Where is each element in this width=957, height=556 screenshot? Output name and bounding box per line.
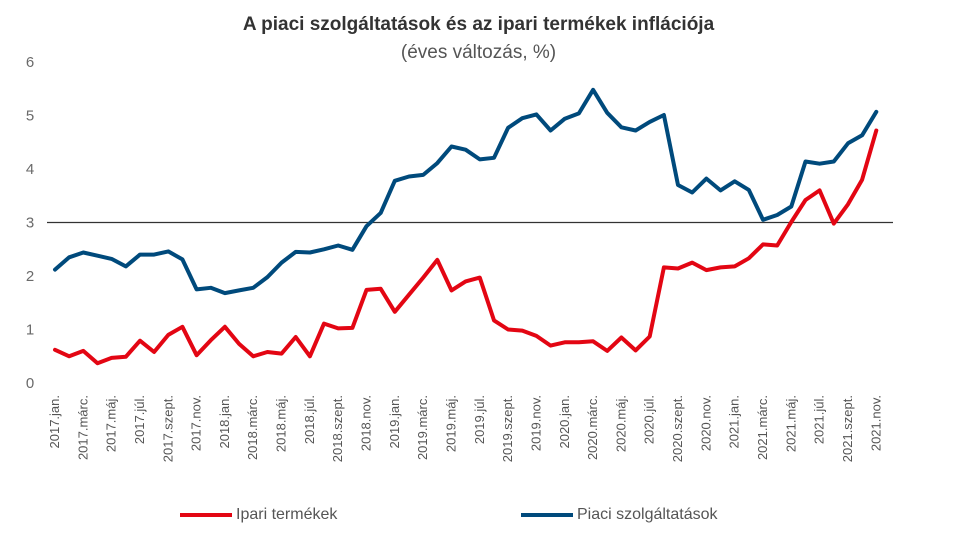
x-tick-label: 2021.máj. [783, 395, 798, 452]
legend-swatch-piaci-szolgaltatasok [521, 513, 573, 517]
legend-label-piaci-szolgaltatasok: Piaci szolgáltatások [577, 506, 718, 523]
x-tick-label: 2021.szept. [840, 395, 855, 462]
y-tick-label: 2 [26, 268, 34, 285]
y-tick-label: 4 [26, 161, 34, 178]
x-tick-label: 2019.jan. [387, 395, 402, 449]
x-tick-label: 2017.szept. [160, 395, 175, 462]
x-tick-label: 2021.nov. [868, 395, 883, 451]
x-tick-label: 2018.júl. [302, 395, 317, 444]
x-tick-label: 2017.júl. [132, 395, 147, 444]
x-tick-label: 2021.jan. [727, 395, 742, 449]
x-tick-label: 2019.máj. [443, 395, 458, 452]
legend-item-piaci-szolgaltatasok: Piaci szolgáltatások [521, 506, 718, 524]
x-tick-label: 2017.jan. [47, 395, 62, 449]
x-tick-label: 2018.nov. [359, 395, 374, 451]
x-tick-label: 2020.szept. [670, 395, 685, 462]
y-tick-label: 5 [26, 108, 34, 125]
series-line-piaci-szolgaltatasok [53, 87, 879, 296]
x-tick-label: 2018.szept. [330, 395, 345, 462]
x-tick-label: 2018.márc. [245, 395, 260, 460]
y-tick-label: 6 [26, 54, 34, 71]
x-tick-label: 2017.márc. [75, 395, 90, 460]
series-line-ipari-termekek [53, 128, 879, 366]
x-tick-label: 2020.nov. [698, 395, 713, 451]
y-tick-label: 1 [26, 322, 34, 339]
x-tick-label: 2017.nov. [189, 395, 204, 451]
x-tick-label: 2020.jan. [557, 395, 572, 449]
legend-label-ipari-termekek: Ipari termékek [236, 506, 338, 523]
x-tick-label: 2020.máj. [613, 395, 628, 452]
x-tick-label: 2021.júl. [812, 395, 827, 444]
chart-subtitle: (éves változás, %) [400, 42, 557, 63]
legend-swatch-ipari-termekek [180, 513, 232, 517]
chart-title: A piaci szolgáltatások és az ipari termé… [242, 14, 715, 35]
x-tick-label: 2018.máj. [274, 395, 289, 452]
x-tick-label: 2019.nov. [528, 395, 543, 451]
x-tick-label: 2019.márc. [415, 395, 430, 460]
x-tick-label: 2017.máj. [104, 395, 119, 452]
x-tick-label: 2018.jan. [217, 395, 232, 449]
x-tick-label: 2019.júl. [472, 395, 487, 444]
x-tick-label: 2020.júl. [642, 395, 657, 444]
x-tick-label: 2021.márc. [755, 395, 770, 460]
y-tick-label: 3 [26, 215, 34, 232]
x-tick-label: 2020.márc. [585, 395, 600, 460]
y-tick-label: 0 [26, 375, 34, 392]
legend-item-ipari-termekek: Ipari termékek [180, 506, 337, 524]
x-tick-label: 2019.szept. [500, 395, 515, 462]
